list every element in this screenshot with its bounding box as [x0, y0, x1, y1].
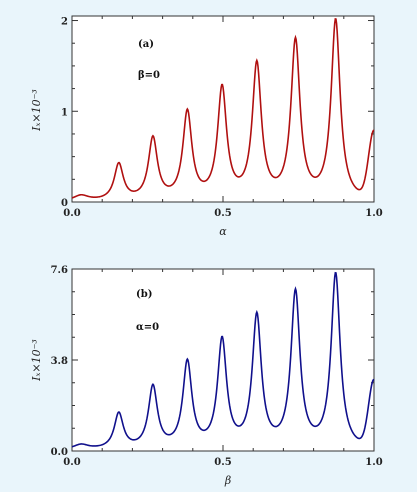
x-tick-label: 0.0 — [63, 457, 80, 468]
plot-frame-a — [71, 15, 375, 203]
y-tick-label: 7.6 — [51, 265, 68, 276]
x-tick-label: 0.0 — [63, 208, 80, 219]
panel-a: 0.0 0.5 1.0 0 1 2 (a) β=0 α Iₓ×10⁻³ — [30, 15, 383, 238]
plot-frame-b — [71, 268, 375, 452]
x-tick-label: 0.5 — [214, 208, 231, 219]
x-tick-label: 1.0 — [365, 457, 382, 468]
annotation-a: β=0 — [138, 70, 160, 81]
panel-label-b: (b) — [136, 289, 152, 300]
ylabel-b: Iₓ×10⁻³ — [30, 339, 43, 382]
panel-label-a: (a) — [138, 39, 154, 50]
y-tick-label: 1 — [61, 107, 68, 118]
ticks-b: 0.0 0.5 1.0 0.0 3.8 7.6 — [51, 265, 383, 468]
y-tick-label: 3.8 — [51, 356, 68, 367]
annotation-b: α=0 — [136, 322, 159, 333]
ticks-a: 0.0 0.5 1.0 0 1 2 — [61, 16, 383, 219]
x-tick-label: 1.0 — [365, 208, 382, 219]
xlabel-b: β — [224, 474, 231, 487]
y-tick-label: 0 — [61, 198, 68, 209]
panel-b: 0.0 0.5 1.0 0.0 3.8 7.6 (b) α=0 β Iₓ×10⁻³ — [30, 265, 383, 487]
x-tick-label: 0.5 — [214, 457, 231, 468]
ylabel-a: Iₓ×10⁻³ — [30, 89, 43, 132]
series-line-a — [71, 18, 375, 199]
y-tick-label: 2 — [61, 17, 68, 28]
series-line-b — [71, 271, 375, 448]
y-tick-label: 0.0 — [51, 447, 68, 458]
xlabel-a: α — [219, 225, 227, 238]
